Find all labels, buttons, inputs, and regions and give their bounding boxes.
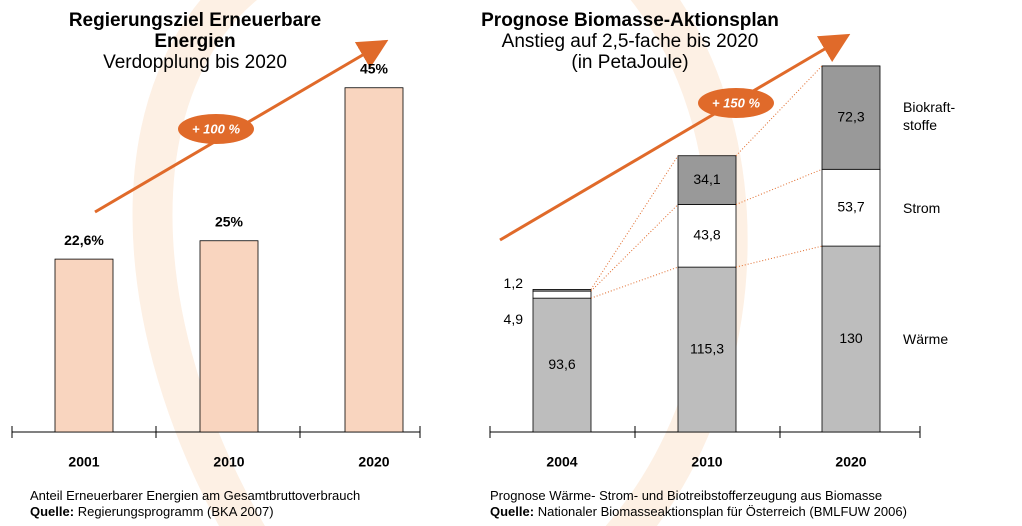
- legend-entry: Wärme: [903, 331, 949, 348]
- chart-title: Prognose Biomasse-Aktionsplan: [481, 10, 779, 31]
- axis-ticks: [11, 426, 921, 438]
- x-tick-label: 2020: [835, 454, 866, 470]
- value-label: 43,8: [693, 227, 720, 243]
- value-label: 53,7: [837, 198, 864, 214]
- unit-label: (in PetaJoule): [571, 52, 689, 73]
- bar-segment: [677, 204, 737, 268]
- bar-segment: [532, 290, 592, 299]
- x-tick-label: 2010: [691, 454, 722, 470]
- annotation-badge: [178, 114, 254, 144]
- footnote-block: Anteil Erneuerbarer Energien am Gesamtbr…: [30, 488, 360, 520]
- legend-entry: Biokraft-stoffe: [903, 98, 956, 133]
- connector: [590, 266, 679, 299]
- connector: [590, 204, 679, 292]
- value-label: 34,1: [693, 171, 720, 187]
- title-block: Prognose Biomasse-Aktionsplan Anstieg au…: [440, 10, 820, 73]
- source-label: Quelle:: [490, 504, 535, 519]
- value-label: 130: [839, 330, 863, 346]
- bar-segment: [677, 266, 737, 433]
- chart-title: Regierungsziel Erneuerbare Energien: [68, 10, 322, 52]
- bar: [54, 258, 114, 433]
- value-label: 93,6: [548, 356, 575, 372]
- value-label: 72,3: [837, 108, 864, 124]
- connector: [735, 245, 823, 268]
- footnote: Prognose Wärme- Strom- und Biotreibstoff…: [490, 488, 883, 503]
- x-tick-label: 2020: [358, 454, 389, 470]
- bar-segment: [677, 155, 737, 205]
- annotation: + 150 %: [712, 95, 761, 110]
- annotation-badge: [698, 88, 774, 118]
- bar-segment: [532, 297, 592, 433]
- footnote: Anteil Erneuerbarer Energien am Gesamtbr…: [30, 488, 361, 503]
- bar-segment: [532, 289, 592, 292]
- value-label: 4,9: [504, 311, 524, 327]
- value-label: 1,2: [504, 275, 524, 291]
- bar: [344, 87, 404, 433]
- trend-arrow: [499, 33, 851, 242]
- source-label: Quelle:: [30, 504, 75, 519]
- source: Quelle: Nationaler Biomasseaktionsplan f…: [490, 504, 907, 520]
- chart-subtitle: Verdopplung bis 2020: [103, 52, 287, 73]
- bar: [199, 240, 259, 433]
- source-text: Regierungsprogramm (BKA 2007): [77, 504, 274, 519]
- source: Quelle: Regierungsprogramm (BKA 2007): [30, 504, 360, 520]
- value-label: 22,6%: [64, 232, 104, 248]
- value-label: 115,3: [690, 340, 724, 356]
- x-tick-label: 2004: [546, 454, 577, 470]
- source-text: Nationaler Biomasseaktionsplan für Öster…: [537, 504, 907, 519]
- value-label: 25%: [215, 213, 244, 229]
- title-block: Regierungsziel Erneuerbare Energien Verd…: [30, 10, 360, 73]
- bar-segment: [821, 65, 881, 170]
- value-label: 45%: [360, 60, 389, 76]
- legend-entry: Strom: [903, 199, 941, 216]
- bar-segment: [821, 168, 881, 247]
- x-tick-label: 2010: [213, 454, 244, 470]
- x-tick-label: 2001: [68, 454, 99, 470]
- bar-segment: [821, 245, 881, 433]
- connector: [735, 168, 823, 205]
- connector: [590, 155, 679, 290]
- chart-subtitle: Anstieg auf 2,5-fache bis 2020: [501, 31, 759, 52]
- footnote-block: Prognose Wärme- Strom- und Biotreibstoff…: [490, 488, 907, 520]
- annotation: + 100 %: [192, 121, 241, 136]
